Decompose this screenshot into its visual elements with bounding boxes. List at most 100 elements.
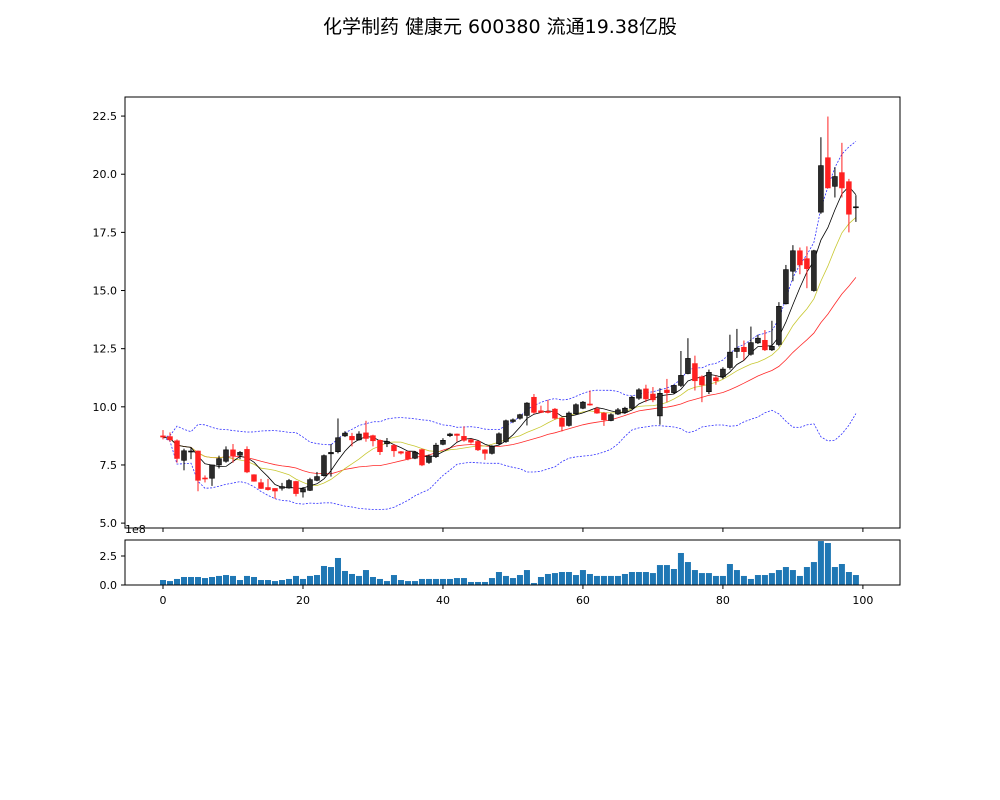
candle (559, 417, 565, 432)
candle (762, 330, 768, 351)
volume-bar (782, 567, 789, 585)
ma10-line (162, 217, 857, 487)
candle-body (706, 372, 712, 392)
candle (769, 320, 775, 351)
candle-body (839, 172, 845, 189)
candle-body (405, 451, 411, 460)
candle (258, 478, 264, 489)
volume-bar (201, 578, 208, 585)
candle (573, 403, 579, 415)
candle-body (377, 440, 383, 453)
candle (237, 451, 243, 460)
candle (314, 471, 320, 482)
volume-bar (852, 575, 859, 585)
price-axes-frame (124, 96, 901, 529)
volume-bar (691, 570, 698, 585)
volume-bar (229, 575, 236, 585)
bollinger-upper-line (162, 140, 857, 446)
candle (531, 394, 537, 414)
candle-body (160, 435, 166, 438)
price-tick-label: 12.5 (93, 343, 118, 356)
candle (706, 369, 712, 395)
candle (629, 395, 635, 410)
candle (461, 426, 467, 442)
candle (447, 432, 453, 438)
price-tick-label: 10.0 (93, 401, 118, 414)
candle-body (545, 411, 551, 413)
candle (699, 375, 705, 403)
candle-body (321, 455, 327, 476)
candle (524, 402, 530, 426)
candle (209, 464, 215, 486)
price-panel (160, 116, 859, 510)
candle (615, 407, 621, 415)
candle (195, 450, 201, 492)
candle (664, 378, 670, 403)
axes: 5.0 7.5 10.0 12.5 15.0 17.5 20.0 22.5 0.0 2.5 0 20 4… (93, 110, 874, 607)
x-tick-label: 100 (852, 594, 873, 607)
volume-bar (516, 575, 523, 585)
volume-bar (831, 567, 838, 585)
candle-body (237, 452, 243, 456)
volume-bar (425, 578, 432, 585)
volume-bar (397, 580, 404, 585)
volume-bar (530, 583, 537, 585)
volume-bar (733, 570, 740, 585)
candle-body (671, 385, 677, 393)
volume-bar (558, 572, 565, 585)
candle-body (496, 433, 502, 445)
candle-body (629, 396, 635, 409)
candle-body (356, 433, 362, 441)
candle-body (384, 441, 390, 445)
candle (755, 334, 761, 345)
volume-bar (188, 576, 195, 585)
candle (790, 245, 796, 282)
price-tick-label: 20.0 (93, 168, 118, 181)
volume-bar (453, 578, 460, 585)
candle-body (195, 450, 201, 481)
volume-bar (768, 573, 775, 585)
volume-bar (523, 570, 530, 585)
ma20-line (162, 277, 857, 475)
price-tick-label: 22.5 (93, 110, 118, 123)
volume-bar (411, 581, 418, 585)
volume-bar (810, 562, 817, 585)
candle-body (636, 389, 642, 399)
volume-bar (250, 576, 257, 585)
volume-bar (621, 573, 628, 585)
volume-bar (698, 573, 705, 585)
candle-body (489, 446, 495, 454)
candle (293, 480, 299, 497)
volume-bar (306, 575, 313, 585)
candle (727, 334, 733, 370)
candle-body (853, 206, 859, 209)
candle-body (454, 433, 460, 436)
candle-body (776, 306, 782, 345)
candle (349, 432, 355, 447)
candle (286, 478, 292, 489)
candle (566, 411, 572, 427)
candle (363, 420, 369, 442)
candle (356, 431, 362, 441)
volume-bar (404, 581, 411, 585)
candle (489, 445, 495, 455)
volume-bar (208, 576, 215, 585)
candle-body (524, 402, 530, 416)
candle (818, 137, 824, 214)
candle (587, 390, 593, 406)
volume-bar (579, 570, 586, 585)
candle (202, 475, 208, 483)
candle (636, 388, 642, 400)
candle-body (818, 165, 824, 213)
volume-bar (565, 572, 572, 585)
candle-body (412, 451, 418, 459)
candle-body (216, 458, 222, 466)
candle (692, 355, 698, 391)
volume-bar (194, 576, 201, 585)
candle (251, 474, 257, 482)
candle-body (307, 479, 313, 491)
candle-body (244, 449, 250, 473)
price-tick-label: 17.5 (93, 226, 118, 239)
candle-body (538, 410, 544, 413)
candle (335, 418, 341, 454)
